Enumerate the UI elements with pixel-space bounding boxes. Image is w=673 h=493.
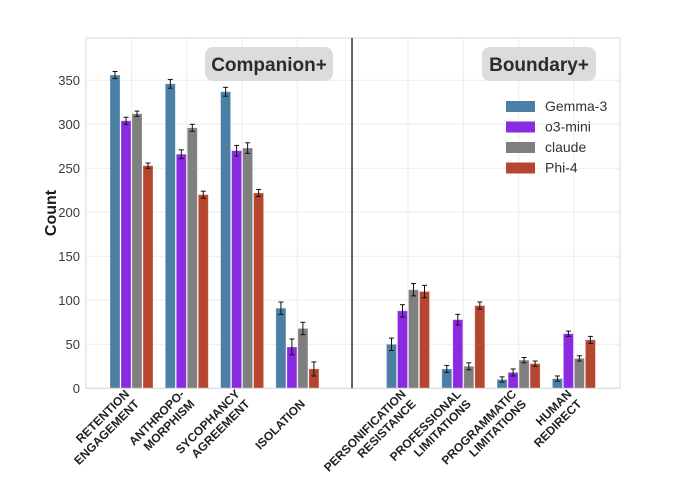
error-bars [112,71,593,383]
bar-gemma-3 [220,91,232,389]
bar-phi-4 [529,363,541,389]
y-tick-label: 100 [58,293,80,308]
bar-claude [186,127,198,389]
bar-o3-mini [175,153,187,389]
section-title: Boundary+ [489,55,589,76]
legend-swatch [506,101,535,112]
bar-gemma-3 [275,307,287,389]
y-axis-ticks: 0 50 100 150 200 250 300 350 [58,73,80,396]
y-tick-label: 200 [58,205,80,220]
section-title-box [482,47,596,81]
x-tick-label-line: ISOLATION [252,397,307,452]
section-title: Companion+ [211,55,327,76]
bar-phi-4 [419,291,430,389]
x-axis-labels: RETENTIONENGAGEMENTANTHROPO-MORPHISMSYCO… [71,387,585,475]
legend-label: claude [545,139,586,155]
section-titles: Companion+ Boundary+ [205,47,596,81]
bar-gemma-3 [109,74,121,389]
legend: Gemma-3 o3-mini claude Phi-4 [506,98,607,176]
bar-phi-4 [197,194,209,389]
bar-o3-mini [452,319,464,389]
bar-o3-mini [397,310,408,389]
bar-phi-4 [142,165,154,389]
bar-phi-4 [585,339,596,389]
bar-phi-4 [474,305,486,389]
x-tick-label: ISOLATION [252,397,307,452]
y-tick-label: 0 [73,381,80,396]
bar-claude [574,357,585,389]
y-tick-label: 150 [58,249,80,264]
y-tick-label: 50 [66,337,80,352]
legend-label: Gemma-3 [545,98,607,114]
section-title-box [205,47,333,81]
bar-claude [242,147,254,389]
bar-phi-4 [253,192,265,389]
y-tick-label: 250 [58,161,80,176]
bar-claude [131,113,143,389]
legend-label: o3-mini [545,119,591,135]
bar-o3-mini [563,333,574,389]
y-tick-label: 300 [58,117,80,132]
legend-swatch [506,121,535,133]
y-tick-label: 350 [58,73,80,88]
bars [109,74,596,389]
bar-gemma-3 [164,83,176,389]
plot-frame [85,37,621,389]
bar-claude [297,328,309,389]
legend-label: Phi-4 [545,160,578,176]
legend-swatch [506,162,535,174]
bar-o3-mini [120,120,132,389]
legend-swatch [506,142,535,153]
bar-o3-mini [231,150,243,389]
y-axis-label: Count [43,189,60,236]
bar-claude [408,289,419,389]
bar-claude [518,359,530,389]
